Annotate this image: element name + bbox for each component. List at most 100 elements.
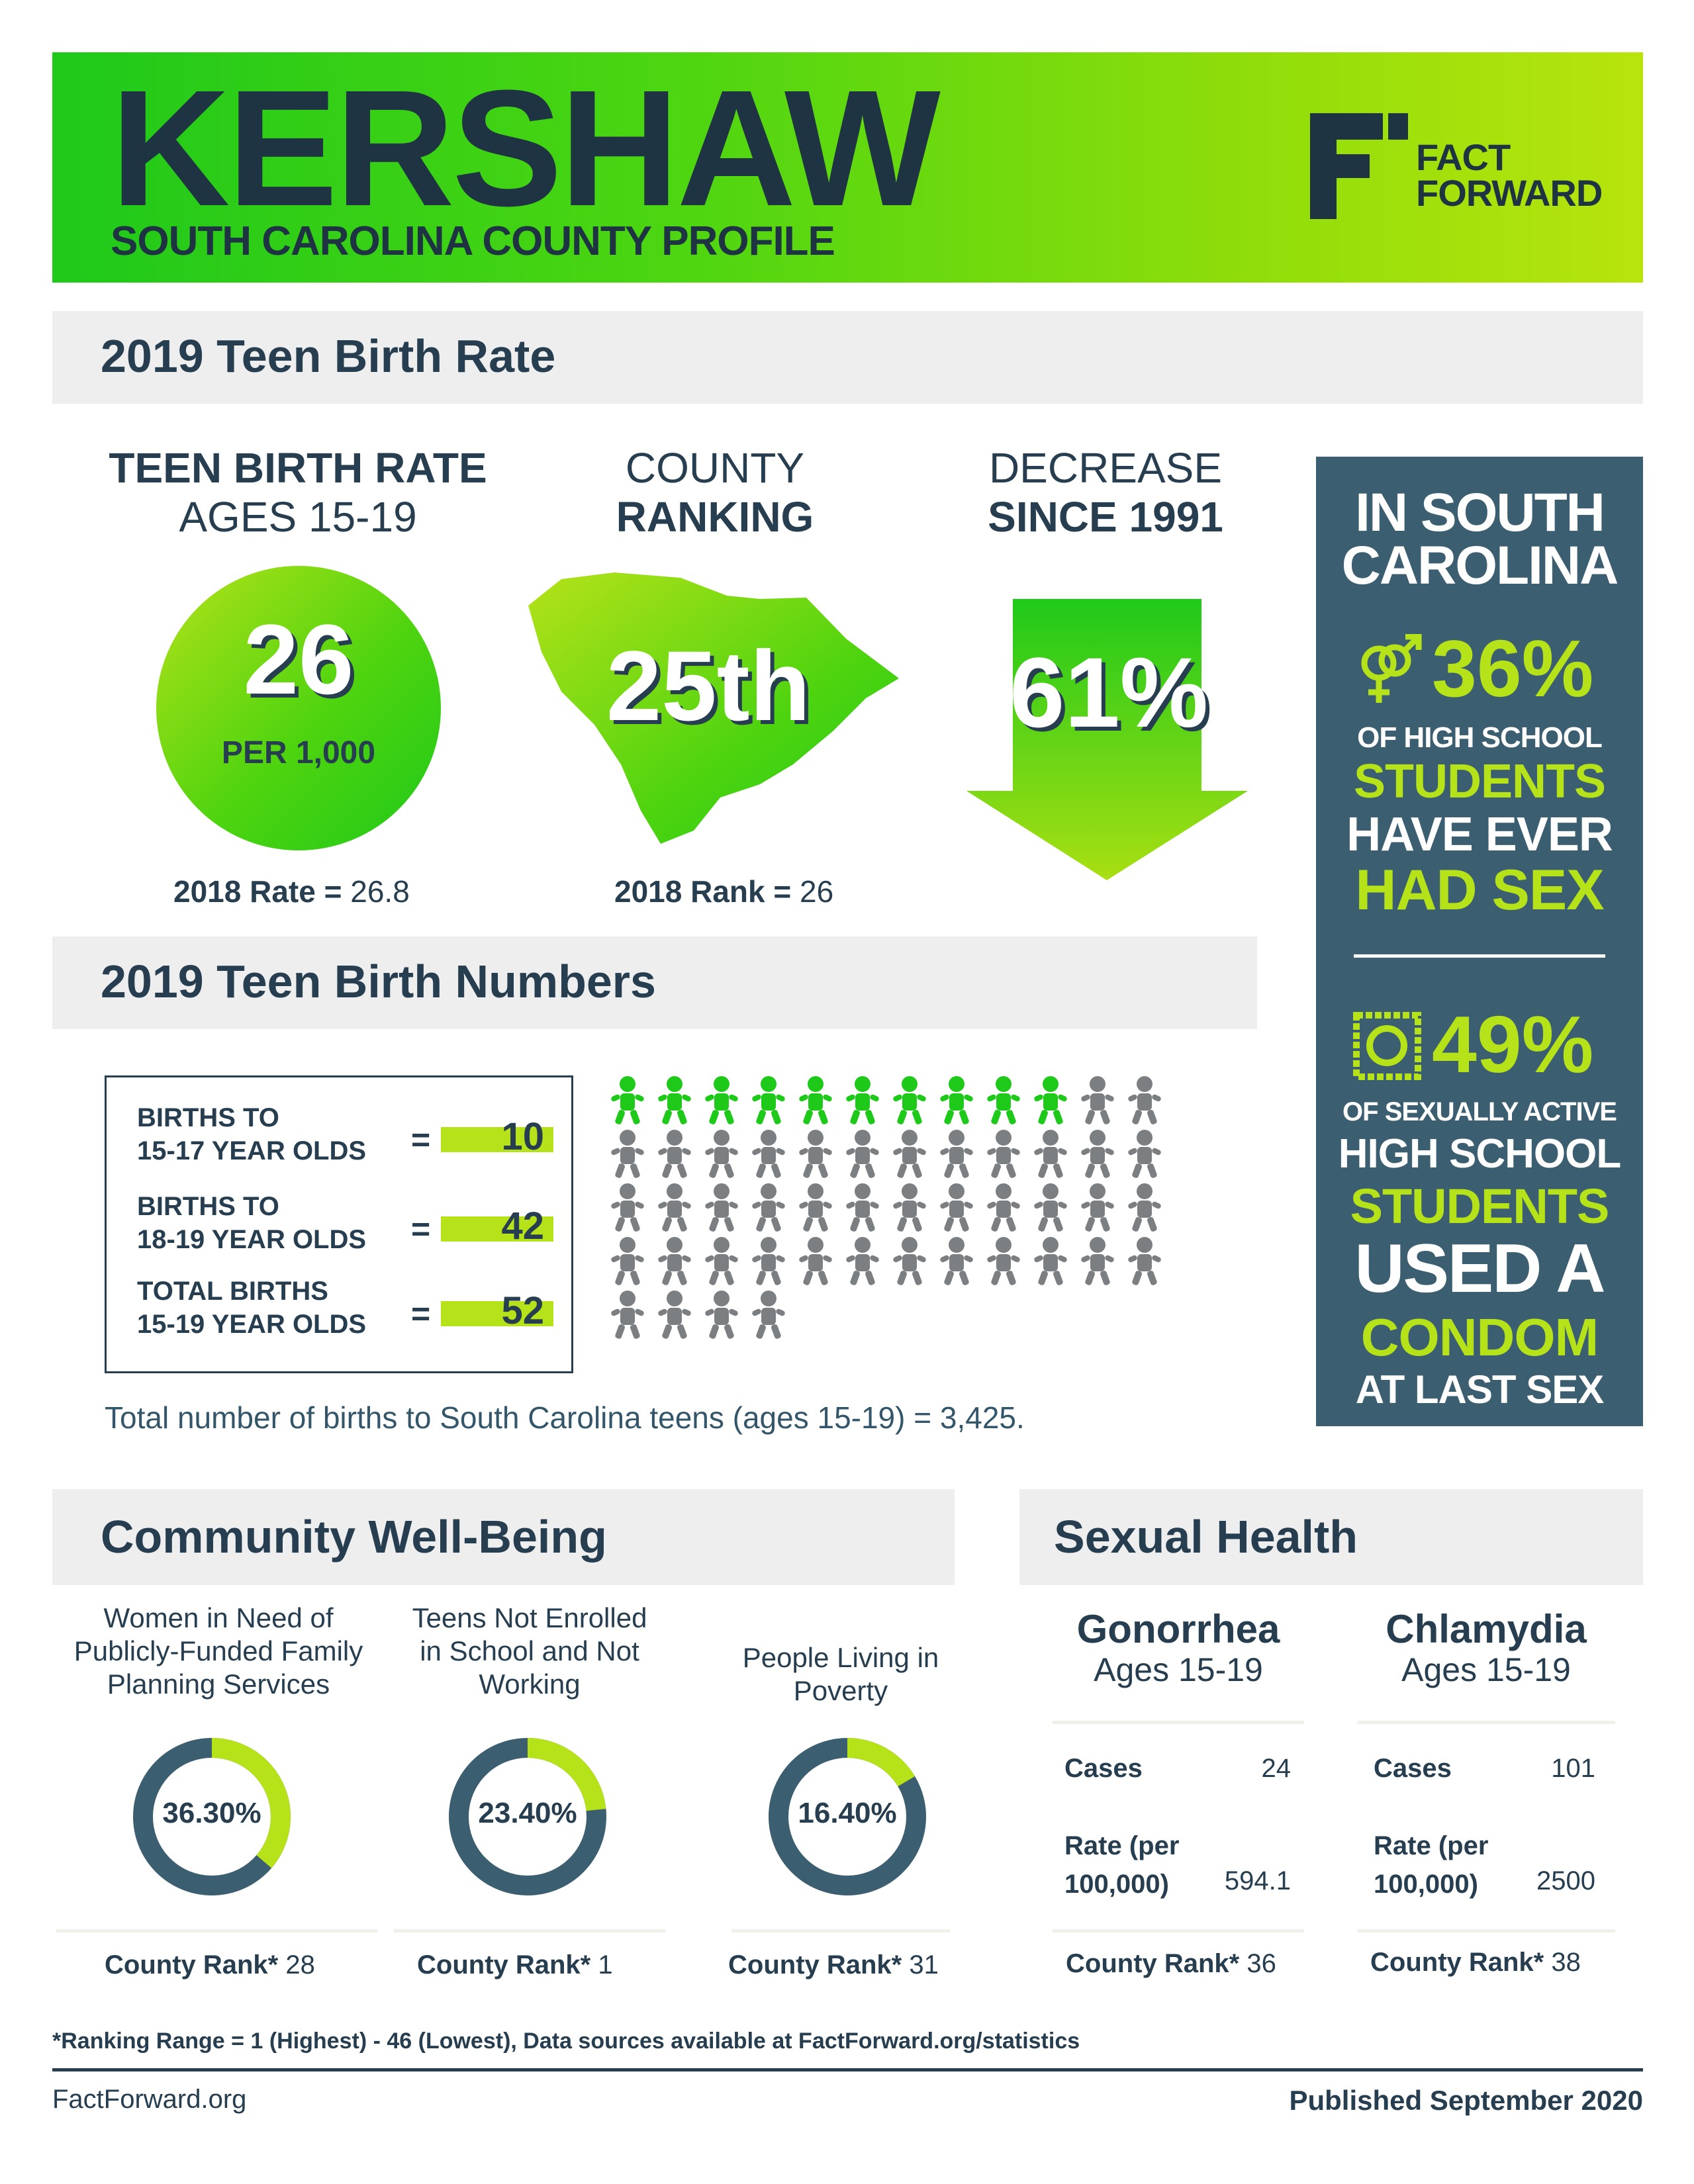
teen-birth-rate-title: 2019 Teen Birth Rate bbox=[101, 330, 556, 382]
community-item-3-rank: County Rank* 31 bbox=[728, 1950, 939, 1979]
baby-icon bbox=[1034, 1237, 1067, 1285]
baby-icon bbox=[846, 1076, 879, 1124]
births-row-2-equals: = bbox=[411, 1210, 431, 1248]
baby-icon bbox=[799, 1076, 832, 1124]
baby-icon bbox=[799, 1183, 832, 1232]
baby-icon bbox=[799, 1237, 832, 1285]
baby-icon bbox=[940, 1183, 973, 1232]
baby-icon bbox=[1128, 1237, 1161, 1285]
gonorrhea-rule-bottom bbox=[1053, 1929, 1304, 1933]
baby-icon bbox=[658, 1130, 691, 1178]
baby-icon bbox=[752, 1291, 785, 1339]
gonorrhea-cases: 24 bbox=[1261, 1754, 1292, 1783]
baby-icon bbox=[752, 1076, 785, 1124]
ranking-heading: COUNTY RANKING bbox=[530, 443, 900, 541]
chlamydia-rate-label: Rate (per 100,000) bbox=[1374, 1831, 1489, 1899]
side-panel-divider bbox=[1354, 954, 1605, 958]
gonorrhea-header: Gonorrhea Ages 15-19 bbox=[1053, 1608, 1304, 1689]
baby-icon bbox=[846, 1237, 879, 1285]
baby-icon bbox=[1128, 1130, 1161, 1178]
baby-icon bbox=[611, 1291, 644, 1339]
community-section-bar: Community Well-Being bbox=[52, 1489, 955, 1585]
births-row-1-value: 10 bbox=[441, 1118, 553, 1156]
decrease-heading: DECREASE SINCE 1991 bbox=[920, 443, 1291, 541]
chlamydia-sub: Ages 15-19 bbox=[1401, 1651, 1571, 1688]
community-item-2-donut bbox=[449, 1738, 606, 1895]
rate-heading-line2: AGES 15-19 bbox=[179, 493, 417, 541]
baby-icon bbox=[705, 1130, 738, 1178]
baby-icon bbox=[940, 1237, 973, 1285]
south-carolina-side-panel: IN SOUTH CAROLINA 36% OF HIGH SCHOOL STU… bbox=[1316, 457, 1643, 1426]
births-table: BIRTHS TO 15-17 YEAR OLDS = 10 BIRTHS TO… bbox=[105, 1075, 573, 1373]
chlamydia-header: Chlamydia Ages 15-19 bbox=[1360, 1608, 1612, 1689]
baby-icon bbox=[658, 1291, 691, 1339]
community-item-2-rule bbox=[394, 1929, 665, 1933]
baby-icon bbox=[1081, 1237, 1114, 1285]
baby-icon bbox=[987, 1237, 1020, 1285]
donut-value-arc bbox=[449, 1738, 606, 1895]
logo-line-fact: FACT bbox=[1416, 136, 1511, 178]
fact-forward-logo: FACT FORWARD bbox=[1310, 113, 1615, 219]
baby-icon bbox=[987, 1130, 1020, 1178]
gender-symbols-icon bbox=[1361, 634, 1422, 703]
baby-icon bbox=[893, 1183, 926, 1232]
gonorrhea-title: Gonorrhea bbox=[1076, 1607, 1280, 1651]
gonorrhea-cases-label: Cases bbox=[1064, 1754, 1143, 1783]
births-row-1-label: BIRTHS TO 15-17 YEAR OLDS bbox=[137, 1103, 367, 1165]
baby-icon bbox=[940, 1130, 973, 1178]
baby-icon bbox=[846, 1130, 879, 1178]
teen-birth-numbers-title: 2019 Teen Birth Numbers bbox=[101, 956, 656, 1007]
baby-icon bbox=[893, 1076, 926, 1124]
birth-icons-grid bbox=[609, 1075, 1178, 1373]
teen-birth-rate-section-bar: 2019 Teen Birth Rate bbox=[52, 311, 1643, 404]
rank-2018: 2018 Rank = 26 bbox=[614, 874, 833, 909]
rank-2018-label: 2018 Rank = bbox=[614, 874, 792, 909]
stat2-value: 49% bbox=[1432, 999, 1594, 1089]
baby-icon bbox=[611, 1237, 644, 1285]
gonorrhea-rank: County Rank* 36 bbox=[1066, 1949, 1276, 1978]
births-row-2-value: 42 bbox=[441, 1207, 553, 1246]
rate-circle: 26 PER 1,000 bbox=[156, 566, 441, 850]
gonorrhea-sub: Ages 15-19 bbox=[1094, 1651, 1263, 1688]
baby-icon bbox=[987, 1076, 1020, 1124]
community-item-2-rank: County Rank* 1 bbox=[417, 1950, 613, 1979]
gonorrhea-rule-top bbox=[1053, 1721, 1304, 1724]
baby-icon bbox=[1128, 1076, 1161, 1124]
stat1-line2: STUDENTS bbox=[1353, 755, 1606, 808]
chlamydia-rule-bottom bbox=[1357, 1929, 1615, 1933]
baby-icon bbox=[658, 1183, 691, 1232]
logo-line-forward: FORWARD bbox=[1416, 172, 1603, 214]
chlamydia-cases-label: Cases bbox=[1374, 1754, 1452, 1783]
footer-site-link[interactable]: FactForward.org bbox=[52, 2085, 247, 2114]
baby-icon bbox=[1034, 1130, 1067, 1178]
donut-value-arc bbox=[769, 1738, 926, 1895]
ranking-heading-line2: RANKING bbox=[616, 493, 814, 541]
community-item-1-rule bbox=[56, 1929, 377, 1933]
baby-icon bbox=[611, 1130, 644, 1178]
community-title: Community Well-Being bbox=[101, 1511, 607, 1563]
baby-icon bbox=[658, 1237, 691, 1285]
chlamydia-cases: 101 bbox=[1551, 1754, 1595, 1783]
baby-icon bbox=[705, 1076, 738, 1124]
births-row-3-label: TOTAL BIRTHS 15-19 YEAR OLDS bbox=[137, 1277, 367, 1339]
side-panel-title-line2: CAROLINA bbox=[1341, 535, 1619, 596]
community-item-3-label: People Living in Poverty bbox=[742, 1642, 939, 1706]
rate-2018-label: 2018 Rate = bbox=[173, 874, 342, 909]
chlamydia-rank: County Rank* 38 bbox=[1370, 1948, 1581, 1977]
baby-icon bbox=[611, 1076, 644, 1124]
stat1-line4: HAD SEX bbox=[1355, 858, 1604, 922]
baby-icon bbox=[987, 1183, 1020, 1232]
stat1-line1: OF HIGH SCHOOL bbox=[1357, 721, 1603, 754]
baby-icon bbox=[611, 1183, 644, 1232]
chlamydia-rate: 2500 bbox=[1536, 1866, 1595, 1895]
rate-value: 26 bbox=[243, 604, 354, 715]
baby-icon bbox=[1128, 1183, 1161, 1232]
stat2-line5: CONDOM bbox=[1360, 1308, 1599, 1367]
births-row-3-value: 52 bbox=[441, 1292, 553, 1330]
stat2-line4: USED A bbox=[1354, 1230, 1605, 1307]
decrease-arrow bbox=[966, 599, 1248, 880]
baby-icon bbox=[1034, 1183, 1067, 1232]
rate-2018: 2018 Rate = 26.8 bbox=[173, 874, 410, 909]
decrease-value: 61% bbox=[1009, 637, 1209, 748]
baby-icon bbox=[705, 1183, 738, 1232]
